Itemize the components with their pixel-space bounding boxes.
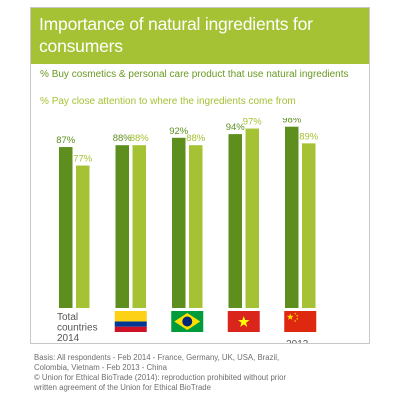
basis-note-line: Basis: All respondents - Feb 2014 - Fran… [34,353,280,362]
bar [172,137,186,308]
bar [285,126,299,308]
value-label: 88% [113,133,133,144]
value-label: 77% [73,154,93,165]
bar [76,165,90,308]
legend-label: Buy cosmetics & personal care product th… [51,69,349,80]
value-label: 92% [169,126,189,137]
value-label: 87% [56,135,76,146]
bar [115,145,129,308]
percent-marker: % [40,69,49,80]
chart-title: Importance of natural ingredients for co… [39,14,313,56]
value-label: 97% [243,118,263,128]
legend-label: Pay close attention to where the ingredi… [51,96,296,107]
legend-item-buy-natural: % Buy cosmetics & personal care product … [40,69,364,80]
bar [132,145,146,308]
infographic-frame: Importance of natural ingredients for co… [30,7,370,344]
percent-marker: % [40,96,49,107]
value-label: 94% [226,122,246,133]
bar [189,145,203,308]
bar [228,134,242,308]
bar [302,143,316,308]
category-label: Total [57,312,78,323]
category-label: 2014 [57,333,80,344]
title-banner: Importance of natural ingredients for co… [31,8,369,64]
value-label: 88% [186,133,206,144]
annotation-2013: 2013 [286,339,309,344]
legend-item-ingredient-origin: % Pay close attention to where the ingre… [40,96,364,107]
colombia-flag-icon [114,311,147,332]
value-label: 89% [299,131,319,142]
legend: % Buy cosmetics & personal care product … [31,64,369,118]
bar [59,147,73,308]
china-flag-icon [284,311,317,332]
brazil-flag-icon [171,311,204,332]
footer: Basis: All respondents - Feb 2014 - Fran… [34,353,374,393]
vietnam-flag-icon [227,311,260,332]
value-label: 98% [282,118,302,126]
value-label: 88% [130,133,150,144]
bar-chart: 87%77%88%88%92%88%94%97% 98%89%Totalcount… [56,118,319,344]
copyright-line: written agreement of the Union for Ethic… [34,383,211,392]
basis-note-line: Colombia, Vietnam - Feb 2013 - China [34,363,167,372]
bar [245,128,259,308]
category-label: countries [57,323,98,334]
copyright-line: © Union for Ethical BioTrade (2014): rep… [34,373,287,382]
